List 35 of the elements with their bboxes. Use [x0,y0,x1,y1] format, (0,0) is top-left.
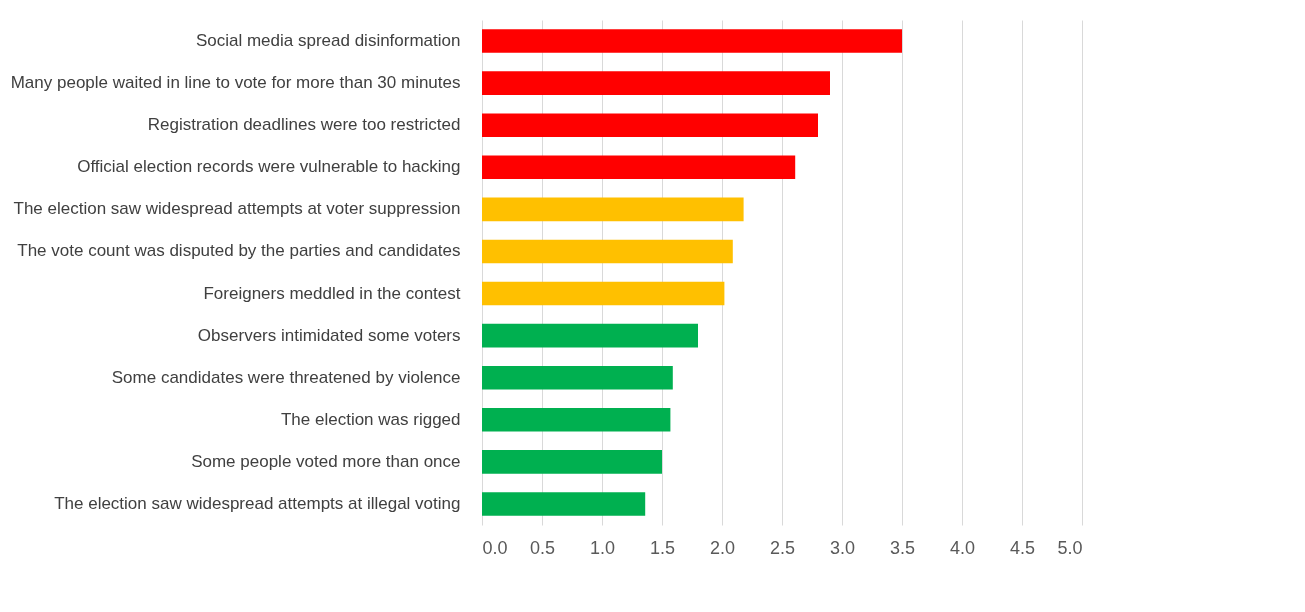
bar [482,29,902,53]
y-tick-label: The election was rigged [280,409,461,429]
bar [482,197,744,222]
y-tick-label: Foreigners meddled in the contest [203,283,461,303]
y-tick-label: Some candidates were threatened by violence [111,367,461,387]
bar [482,408,671,432]
bar [482,492,646,516]
bar [482,281,725,306]
x-tick-label: 5.0 [1057,537,1083,558]
bar [482,365,673,390]
bar [482,113,818,137]
y-tick-label: Many people waited in line to vote for more than 30 minutes [10,73,461,93]
y-tick-label: Social media spread disinformation [195,31,461,51]
x-tick-label: 1.0 [589,537,616,558]
y-tick-label: The vote count was disputed by the parties and candidates [17,241,461,261]
y-tick-label: Registration deadlines were too restricted [147,115,461,135]
x-tick-label: 0.0 [482,537,508,558]
bar [482,155,796,180]
x-tick-label: 2.5 [769,537,796,558]
y-tick-label: Some people voted more than once [191,451,461,471]
y-tick-label: The election saw widespread attempts at illegal voting [54,493,461,513]
x-tick-label: 4.5 [1009,537,1036,558]
x-tick-label: 2.0 [709,537,736,558]
y-tick-label: The election saw widespread attempts at voter suppression [13,199,461,219]
y-tick-label: Official election records were vulnerable to hacking [77,157,461,177]
x-tick-label: 0.5 [529,537,556,558]
bar [482,239,733,264]
y-tick-label: Observers intimidated some voters [197,325,461,345]
bar [482,450,662,474]
x-tick-label: 3.5 [889,537,916,558]
x-tick-label: 4.0 [949,537,976,558]
x-tick-label: 1.5 [649,537,676,558]
x-tick-label: 3.0 [829,537,856,558]
bar [482,323,698,348]
bar [482,71,830,95]
